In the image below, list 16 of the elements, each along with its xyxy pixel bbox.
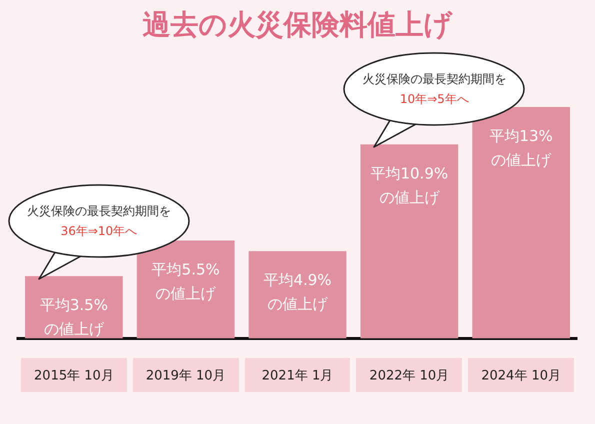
bar xyxy=(360,144,458,338)
bar xyxy=(25,276,123,338)
bar xyxy=(248,251,346,338)
annotation: 火災保険の最長契約期間を xyxy=(26,203,172,220)
data-label: 平均3.5% の値上げ xyxy=(40,296,108,338)
x-tick-label: 2015年 10月 xyxy=(34,368,114,384)
x-tick-label: 2024年 10月 xyxy=(481,368,561,384)
data-label: 平均5.5% の値上げ xyxy=(152,260,220,302)
data-label: 平均13% の値上げ xyxy=(489,126,553,169)
x-tick-label: 2019年 10月 xyxy=(146,368,226,384)
x-tick-label: 2022年 10月 xyxy=(369,368,450,384)
chart-title: 過去の火災保険料値上げ xyxy=(142,8,454,42)
annotation: 36年⇒10年へ xyxy=(60,223,138,240)
x-tick-label: 2021年 1月 xyxy=(262,368,334,384)
data-label: 平均10.9% の値上げ xyxy=(370,164,448,206)
data-label: 平均4.9% の値上げ xyxy=(263,271,332,314)
